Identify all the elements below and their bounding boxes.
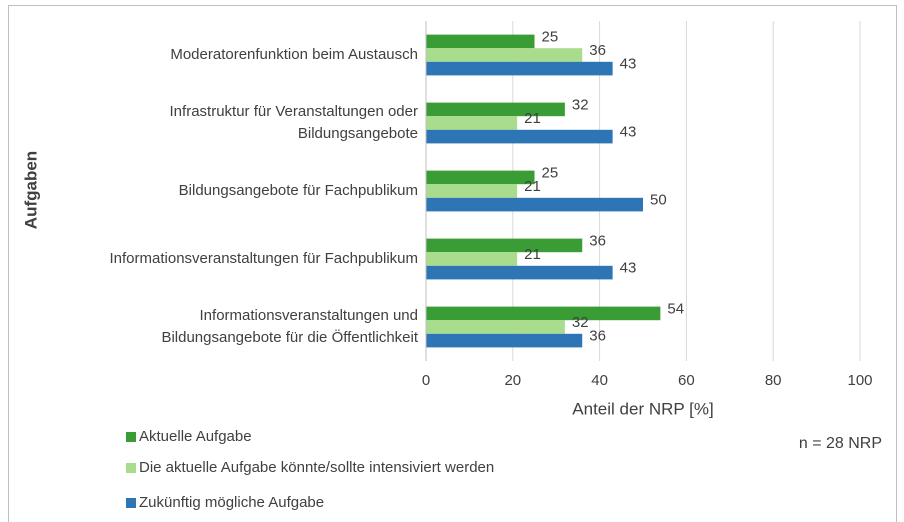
- x-tick-label: 80: [765, 372, 782, 389]
- bar: [426, 170, 535, 185]
- data-label: 25: [542, 164, 559, 181]
- bar: [426, 320, 565, 334]
- x-axis-title: Anteil der NRP [%]: [572, 399, 713, 418]
- annotation: n = 28 NRP: [799, 435, 882, 452]
- bar: [426, 48, 583, 62]
- x-tick-label: 20: [504, 372, 521, 389]
- data-label: 36: [589, 328, 606, 345]
- y-tick-label: Informationsveranstaltungen und: [200, 307, 418, 324]
- bar: [426, 61, 613, 76]
- bar: [426, 116, 518, 130]
- y-tick-label: Moderatorenfunktion beim Austausch: [170, 46, 418, 63]
- data-label: 21: [524, 178, 541, 195]
- y-tick-label: Bildungsangebote für Fachpublikum: [179, 182, 418, 199]
- y-axis-title: Aufgaben: [21, 151, 40, 229]
- legend-label: Aktuelle Aufgabe: [139, 428, 252, 445]
- y-tick-label: Informationsveranstaltungen für Fachpubl…: [110, 250, 419, 267]
- x-tick-label: 100: [847, 372, 872, 389]
- data-label: 43: [620, 260, 637, 277]
- x-tick-label: 60: [678, 372, 695, 389]
- data-label: 25: [542, 28, 559, 45]
- x-tick-label: 0: [422, 372, 430, 389]
- bar: [426, 184, 518, 198]
- bar: [426, 265, 613, 280]
- data-label: 32: [572, 314, 589, 331]
- data-label: 43: [620, 56, 637, 73]
- bar: [426, 197, 643, 212]
- bar: [426, 102, 565, 117]
- legend-swatch: [126, 498, 136, 508]
- bar: [426, 34, 535, 49]
- data-label: 32: [572, 96, 589, 113]
- legend-swatch: [126, 432, 136, 442]
- data-label: 43: [620, 124, 637, 141]
- data-label: 54: [667, 300, 684, 317]
- data-label: 50: [650, 192, 667, 209]
- bar: [426, 238, 583, 253]
- data-label: 21: [524, 246, 541, 263]
- legend-label: Die aktuelle Aufgabe könnte/sollte inten…: [139, 459, 494, 476]
- data-label: 36: [589, 232, 606, 249]
- legend-label: Zukünftig mögliche Aufgabe: [139, 494, 324, 511]
- frame: [8, 5, 897, 522]
- bar: [426, 333, 583, 348]
- data-label: 21: [524, 110, 541, 127]
- y-tick-label: Bildungsangebote für die Öffentlichkeit: [161, 328, 418, 346]
- bar: [426, 306, 661, 321]
- bar: [426, 252, 518, 266]
- x-tick-label: 40: [591, 372, 608, 389]
- data-label: 36: [589, 42, 606, 59]
- legend-swatch: [126, 463, 136, 473]
- bar: [426, 129, 613, 144]
- y-tick-label: Infrastruktur für Veranstaltungen oder: [170, 103, 418, 120]
- y-tick-label: Bildungsangebote: [298, 125, 418, 142]
